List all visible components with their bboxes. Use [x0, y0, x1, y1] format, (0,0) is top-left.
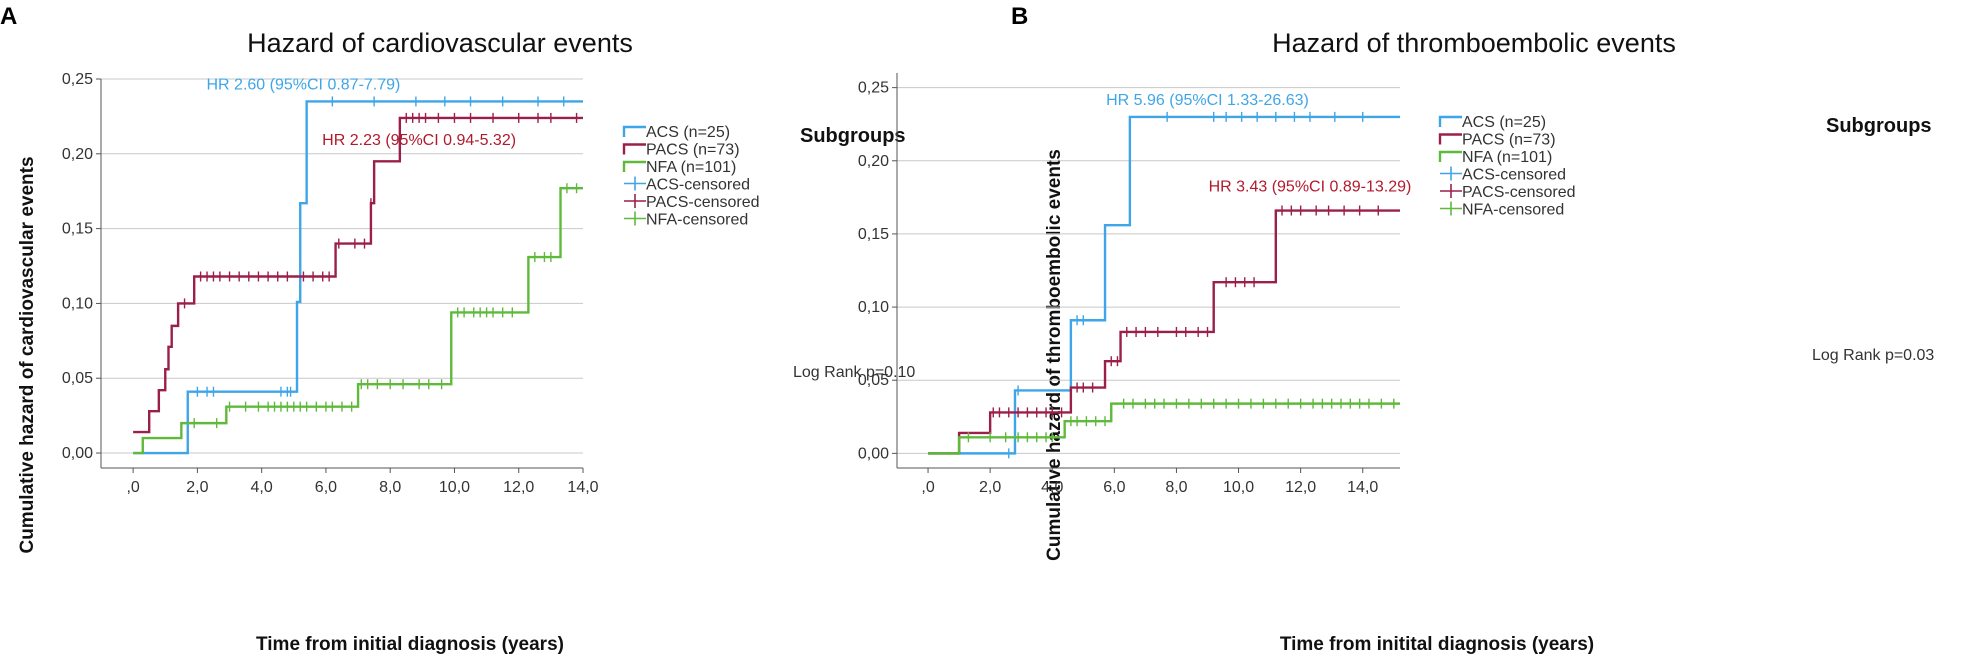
chart-title-b: Hazard of thromboembolic events	[1272, 28, 1676, 58]
chart-title-a: Hazard of cardiovascular events	[247, 28, 633, 58]
legend-item-label: PACS (n=73)	[1462, 132, 1556, 149]
x-axis-title-a: Time from initial diagnosis (years)	[256, 634, 564, 655]
legend-item-label: ACS-censored	[646, 177, 750, 194]
panel-label-b: B	[1011, 3, 1028, 30]
legend-item-label: PACS-censored	[1462, 184, 1576, 201]
y-axis-title-a: Cumulative hazard of cardiovascular even…	[17, 156, 38, 553]
y-tick-label: 0,25	[858, 80, 889, 97]
legend-title-b: Subgroups	[1826, 115, 1932, 137]
legend-swatch-step	[1438, 150, 1462, 162]
panel-label-a: A	[0, 3, 17, 30]
legend-item-label: NFA (n=101)	[1462, 149, 1552, 166]
y-tick-label: 0,05	[858, 372, 889, 389]
y-tick-label: 0,00	[62, 445, 93, 462]
y-tick-label: 0,15	[858, 226, 889, 243]
log-rank-a: Log Rank p=0.10	[793, 364, 915, 381]
x-tick-label: ,0	[921, 479, 934, 496]
hr-annotation: HR 2.60 (95%CI 0.87-7.79)	[207, 76, 401, 93]
y-tick-label: 0,10	[858, 299, 889, 316]
legend-swatch-step	[1438, 133, 1462, 145]
y-tick-label: 0,05	[62, 370, 93, 387]
x-tick-label: 4,0	[1041, 479, 1063, 496]
series-line-1	[133, 116, 583, 434]
legend-item-label: ACS (n=25)	[646, 124, 730, 141]
legend-item-label: PACS-censored	[646, 194, 760, 211]
y-axis-title-b: Cumulative hazard of thromboembolic even…	[1044, 149, 1065, 561]
series-line-0	[928, 115, 1400, 455]
x-tick-label: 8,0	[379, 479, 401, 496]
x-tick-label: 2,0	[979, 479, 1001, 496]
y-tick-label: 0,15	[62, 221, 93, 238]
legend-swatch-step	[622, 125, 646, 137]
panel-b: B Hazard of thromboembolic events Time f…	[858, 3, 1935, 655]
legend-item-label: PACS (n=73)	[646, 142, 740, 159]
x-tick-label: 6,0	[1103, 479, 1125, 496]
log-rank-b: Log Rank p=0.03	[1812, 347, 1934, 364]
y-tick-label: 0,20	[858, 153, 889, 170]
y-tick-label: 0,10	[62, 295, 93, 312]
series-line-2	[928, 402, 1400, 455]
x-tick-label: 12,0	[503, 479, 534, 496]
x-tick-label: 4,0	[251, 479, 273, 496]
x-tick-label: 12,0	[1285, 479, 1316, 496]
x-tick-label: 10,0	[1223, 479, 1254, 496]
legend-item-label: ACS (n=25)	[1462, 114, 1546, 131]
hr-annotation: HR 5.96 (95%CI 1.33-26.63)	[1106, 92, 1309, 109]
legend-swatch-step	[1438, 115, 1462, 127]
legend-title-a: Subgroups	[800, 125, 906, 147]
legend-swatch-step	[622, 143, 646, 155]
x-tick-label: 10,0	[439, 479, 470, 496]
hr-annotation: HR 2.23 (95%CI 0.94-5.32)	[322, 132, 516, 149]
legend-item-label: NFA-censored	[646, 212, 748, 229]
x-tick-label: 8,0	[1165, 479, 1187, 496]
series-line-2	[133, 187, 583, 455]
x-tick-label: 6,0	[315, 479, 337, 496]
y-tick-label: 0,25	[62, 71, 93, 88]
hr-annotation: HR 3.43 (95%CI 0.89-13.29)	[1209, 179, 1412, 196]
legend-item-label: NFA (n=101)	[646, 159, 736, 176]
legend-swatch-step	[622, 160, 646, 172]
panel-a: A Hazard of cardiovascular events Time f…	[0, 3, 915, 655]
y-tick-label: 0,00	[858, 445, 889, 462]
x-tick-label: 14,0	[1347, 479, 1378, 496]
x-tick-label: 2,0	[186, 479, 208, 496]
legend-item-label: ACS-censored	[1462, 167, 1566, 184]
y-tick-label: 0,20	[62, 146, 93, 163]
x-axis-title-b: Time from initital diagnosis (years)	[1280, 634, 1594, 655]
x-tick-label: 14,0	[567, 479, 598, 496]
x-tick-label: ,0	[126, 479, 139, 496]
legend-item-label: NFA-censored	[1462, 202, 1564, 219]
